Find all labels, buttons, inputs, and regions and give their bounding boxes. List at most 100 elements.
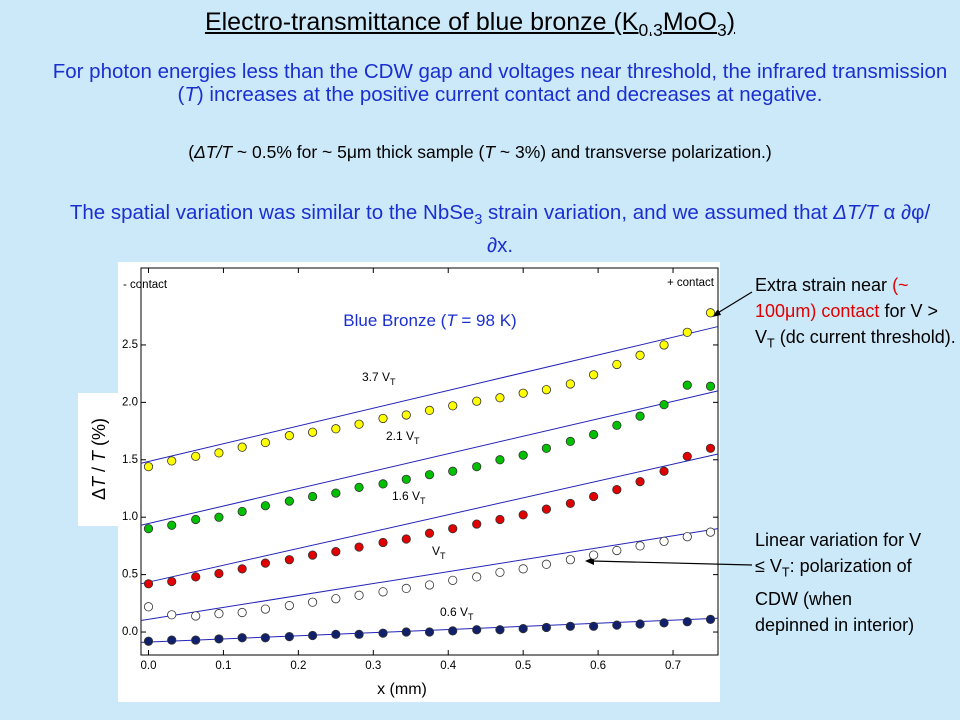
data-point	[424, 580, 435, 590]
data-point	[378, 479, 388, 489]
series-label: 3.7 VT	[362, 370, 396, 387]
data-point	[308, 550, 318, 560]
data-point	[354, 590, 364, 600]
data-point	[472, 519, 482, 529]
text-segment: T	[484, 142, 496, 162]
slide-title: Electro-transmittance of blue bronze (K0…	[60, 8, 880, 41]
data-point	[143, 636, 154, 646]
y-tick-label: 1.0	[122, 511, 138, 523]
data-point	[284, 431, 294, 441]
data-point	[331, 629, 341, 639]
text-segment: Linear variation for V ≤ V	[755, 530, 922, 576]
data-point	[495, 514, 505, 525]
text-segment: T	[89, 475, 109, 488]
text-segment: The spatial variation was similar to the…	[69, 201, 475, 224]
data-point	[612, 545, 622, 556]
fit-line	[140, 453, 719, 585]
fit-line	[140, 390, 719, 526]
data-point	[518, 510, 528, 520]
data-point	[284, 555, 294, 565]
data-point	[448, 626, 458, 636]
data-point	[260, 501, 270, 511]
data-point	[495, 455, 505, 465]
data-point	[424, 627, 435, 637]
data-point	[331, 547, 341, 557]
data-point	[237, 442, 247, 452]
data-point	[143, 462, 154, 472]
data-point	[682, 617, 692, 627]
y-axis-label: ΔT / T (%)	[89, 418, 109, 500]
data-point	[214, 634, 224, 644]
data-point	[284, 632, 294, 642]
data-point	[682, 327, 692, 337]
data-point	[354, 482, 364, 492]
text-segment: (%)	[89, 418, 109, 451]
data-point	[191, 514, 201, 525]
series-label: 1.6 VT	[392, 489, 426, 506]
data-point	[541, 559, 551, 569]
data-point	[214, 448, 224, 458]
text-segment: T	[89, 449, 109, 462]
data-point	[541, 504, 551, 514]
text-segment: T	[446, 311, 458, 330]
data-point	[565, 436, 575, 447]
data-point	[705, 614, 716, 625]
text-segment: )	[726, 8, 736, 36]
y-label-box	[78, 393, 118, 526]
data-point	[635, 619, 645, 629]
annotation: Linear variation for V ≤ VT: polarizatio…	[755, 527, 930, 638]
plot-frame	[140, 267, 719, 656]
data-point	[191, 611, 201, 621]
text-segment: ~ 3%) and transverse polarization.)	[495, 142, 772, 162]
data-point	[541, 443, 551, 453]
data-point	[589, 370, 599, 380]
data-point	[448, 524, 458, 534]
data-point	[612, 620, 622, 630]
data-point	[659, 536, 669, 546]
paragraph: (ΔT/T ~ 0.5% for ~ 5μm thick sample (T ~…	[40, 142, 920, 163]
data-point	[541, 622, 551, 633]
data-point	[260, 558, 270, 568]
series-label: VT	[432, 544, 446, 561]
paragraph: The spatial variation was similar to the…	[60, 200, 940, 258]
y-tick-label: 2.5	[122, 339, 138, 351]
data-point	[331, 488, 341, 498]
data-point	[705, 443, 716, 453]
data-point	[659, 618, 669, 628]
data-point	[495, 625, 505, 635]
data-point	[378, 413, 388, 424]
series-label: 2.1 VT	[386, 429, 420, 446]
data-point	[448, 466, 458, 476]
data-point	[565, 555, 575, 565]
data-point	[659, 400, 669, 410]
data-point	[401, 474, 411, 484]
data-point	[472, 396, 482, 406]
data-point	[308, 427, 318, 437]
data-point	[237, 564, 247, 574]
data-point	[191, 451, 201, 461]
data-point	[518, 623, 528, 634]
paragraph: For photon energies less than the CDW ga…	[50, 60, 950, 106]
data-point	[284, 601, 294, 611]
data-point	[260, 437, 270, 448]
data-point	[682, 532, 692, 542]
text-segment: 1.6 V	[392, 489, 420, 503]
text-segment: 0.3	[638, 20, 663, 40]
text-segment: T	[781, 565, 790, 580]
data-point	[495, 393, 505, 403]
data-point	[378, 587, 388, 597]
text-segment: α ∂φ/∂x.	[486, 201, 931, 258]
text-segment: T	[414, 436, 420, 446]
text-segment: T	[440, 551, 446, 561]
y-tick-label: 0.5	[122, 569, 138, 581]
text-segment: (dc current threshold).	[774, 327, 956, 347]
data-point	[518, 388, 528, 398]
y-tick-label: 1.5	[122, 454, 138, 466]
annotation: Extra strain near (~ 100μm) contact for …	[755, 272, 960, 357]
data-point	[635, 411, 645, 421]
data-point	[237, 607, 247, 618]
text-segment: for V > V	[755, 301, 938, 347]
data-point	[354, 629, 364, 639]
data-point	[143, 602, 154, 612]
data-point	[167, 520, 177, 530]
